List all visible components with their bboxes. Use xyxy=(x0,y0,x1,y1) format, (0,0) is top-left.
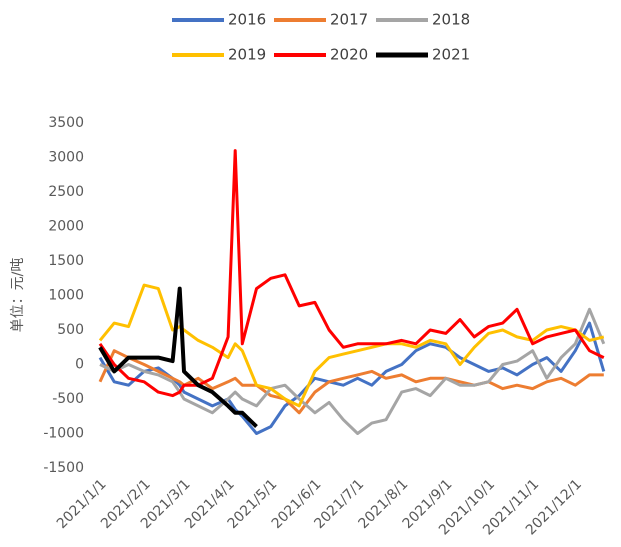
legend-label: 2017 xyxy=(330,11,368,29)
legend-label: 2018 xyxy=(432,11,470,29)
series-line xyxy=(98,321,606,435)
y-axis-label: 单位：元/吨 xyxy=(10,258,26,333)
y-tick-label: 0 xyxy=(75,357,84,373)
y-tick-label: 3500 xyxy=(48,115,84,131)
series-line xyxy=(98,349,604,415)
y-tick-label: 1500 xyxy=(48,253,84,269)
y-tick-label: 2500 xyxy=(48,184,84,200)
y-tick-label: 3000 xyxy=(48,150,84,166)
y-tick-label: 500 xyxy=(57,322,84,338)
y-tick-label: -1000 xyxy=(43,426,84,442)
legend-label: 2016 xyxy=(228,11,266,29)
y-tick-label: -1500 xyxy=(43,460,84,476)
legend-label: 2021 xyxy=(432,46,470,64)
y-tick-label: 1000 xyxy=(48,288,84,304)
series-line xyxy=(98,149,605,398)
legend-label: 2020 xyxy=(330,46,368,64)
series-line xyxy=(98,286,258,429)
legend-label: 2019 xyxy=(228,46,266,64)
y-tick-label: -500 xyxy=(52,391,84,407)
y-tick-label: 2000 xyxy=(48,219,84,235)
